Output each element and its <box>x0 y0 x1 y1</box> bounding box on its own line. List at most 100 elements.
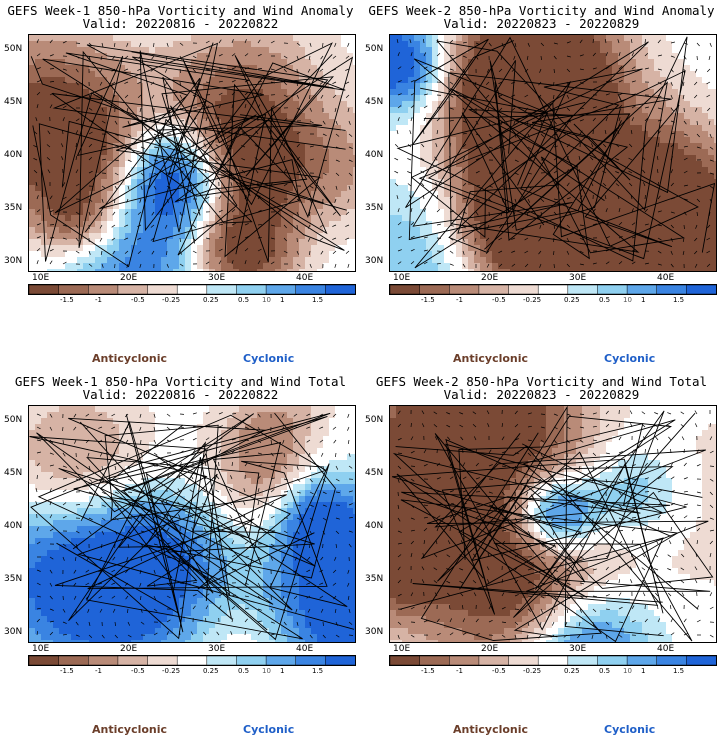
coastline <box>414 81 680 269</box>
colorbar-swatch <box>449 285 480 294</box>
panel-valid-dates: Valid: 20220816 - 20220822 <box>82 387 279 402</box>
colorbar-scale-note: 10 <box>262 296 271 304</box>
colorbar-label: -1.5 <box>60 667 74 675</box>
lon-tick-label: 10E <box>393 644 411 654</box>
coastline <box>461 82 716 253</box>
colorbar-label: 0.25 <box>564 296 580 304</box>
lon-tick-label: 10E <box>32 644 50 654</box>
colorbar-swatch <box>88 285 119 294</box>
coastline <box>392 452 711 592</box>
wind-vectors <box>35 411 354 639</box>
colorbar-swatch <box>176 656 208 665</box>
lon-tick-label: 30E <box>569 273 587 283</box>
lat-tick-label: 30N <box>4 256 23 266</box>
colorbar <box>28 284 356 295</box>
colorbar-swatch <box>295 656 327 665</box>
lat-tick-label: 35N <box>365 203 384 213</box>
colorbar-label: -1 <box>456 296 463 304</box>
coastline <box>408 38 573 241</box>
legend-anticyclonic: Anticyclonic <box>92 352 168 365</box>
colorbar-swatch <box>597 285 628 294</box>
colorbar-label: -1.5 <box>60 296 74 304</box>
colorbar-swatch <box>29 656 60 665</box>
colorbar <box>389 284 717 295</box>
colorbar-label: -0.25 <box>162 667 181 675</box>
map-panel: GEFS Week-1 850-hPa Vorticity and Wind T… <box>0 371 361 742</box>
legend-anticyclonic: Anticyclonic <box>453 723 529 736</box>
coastline <box>106 412 336 597</box>
lat-tick-label: 45N <box>4 97 23 107</box>
lat-tick-label: 45N <box>365 97 384 107</box>
colorbar-swatch <box>117 656 149 665</box>
colorbar-swatch <box>567 656 599 665</box>
panel-title: GEFS Week-1 850-hPa Vorticity and Wind A… <box>7 3 354 18</box>
colorbar-label: 0.5 <box>238 296 250 304</box>
colorbar-swatch <box>390 656 421 665</box>
colorbar-swatch <box>29 285 60 294</box>
lat-tick-label: 50N <box>365 415 384 425</box>
coastline <box>29 436 282 594</box>
colorbar-label: 0.25 <box>203 667 219 675</box>
vorticity-map <box>28 34 356 272</box>
lon-tick-label: 20E <box>481 644 499 654</box>
coastline <box>391 432 664 641</box>
colorbar-label: -1 <box>95 667 102 675</box>
lat-tick-label: 40N <box>365 150 384 160</box>
lon-tick-label: 20E <box>120 273 138 283</box>
colorbar-swatch <box>626 656 658 665</box>
coastline <box>54 421 255 620</box>
colorbar-swatch <box>686 656 716 665</box>
colorbar-swatch <box>478 656 510 665</box>
lat-tick-label: 40N <box>4 521 23 531</box>
colorbar-label: 0.25 <box>203 296 219 304</box>
coastline <box>441 406 703 637</box>
colorbar-label: -0.5 <box>131 667 145 675</box>
colorbar <box>389 655 717 666</box>
colorbar-swatch <box>325 285 355 294</box>
colorbar-swatch <box>88 656 119 665</box>
lon-tick-label: 10E <box>32 273 50 283</box>
colorbar-label: 0.25 <box>564 667 580 675</box>
colorbar-label: -0.25 <box>523 667 542 675</box>
legend-cyclonic: Cyclonic <box>243 352 295 365</box>
vorticity-map <box>389 34 717 272</box>
lon-tick-label: 40E <box>296 644 314 654</box>
colorbar-swatch <box>686 285 716 294</box>
colorbar-swatch <box>537 285 569 294</box>
colorbar-swatch <box>295 285 327 294</box>
colorbar-label: -1.5 <box>421 296 435 304</box>
lat-tick-label: 30N <box>365 256 384 266</box>
colorbar-swatch <box>58 656 90 665</box>
colorbar-swatch <box>537 656 569 665</box>
colorbar-swatch <box>449 656 480 665</box>
colorbar-swatch <box>325 656 355 665</box>
colorbar-swatch <box>508 285 539 294</box>
coastline <box>86 44 346 216</box>
colorbar-label: 1.5 <box>673 296 685 304</box>
colorbar-label: -1 <box>456 667 463 675</box>
colorbar-swatch <box>236 285 267 294</box>
vorticity-map <box>28 405 356 643</box>
colorbar <box>28 655 356 666</box>
coastline <box>87 424 328 602</box>
coastline <box>401 433 707 586</box>
coastline <box>405 36 699 247</box>
colorbar-label: 1 <box>280 667 285 675</box>
lon-tick-label: 40E <box>657 273 675 283</box>
lat-tick-label: 45N <box>365 468 384 478</box>
panel-valid-dates: Valid: 20220816 - 20220822 <box>82 16 279 31</box>
coastline <box>396 36 688 262</box>
panel-valid-dates: Valid: 20220823 - 20220829 <box>443 16 640 31</box>
vorticity-map <box>389 405 717 643</box>
colorbar-swatch <box>597 656 628 665</box>
coastline <box>413 58 672 253</box>
colorbar-label: -0.25 <box>523 296 542 304</box>
lat-tick-label: 50N <box>4 415 23 425</box>
colorbar-label: 0.5 <box>238 667 250 675</box>
colorbar-swatch <box>390 285 421 294</box>
colorbar-scale-note: 10 <box>623 296 632 304</box>
lon-tick-label: 40E <box>657 644 675 654</box>
colorbar-scale-note: 10 <box>623 667 632 675</box>
colorbar-swatch <box>567 285 599 294</box>
colorbar-label: 0.5 <box>599 296 611 304</box>
